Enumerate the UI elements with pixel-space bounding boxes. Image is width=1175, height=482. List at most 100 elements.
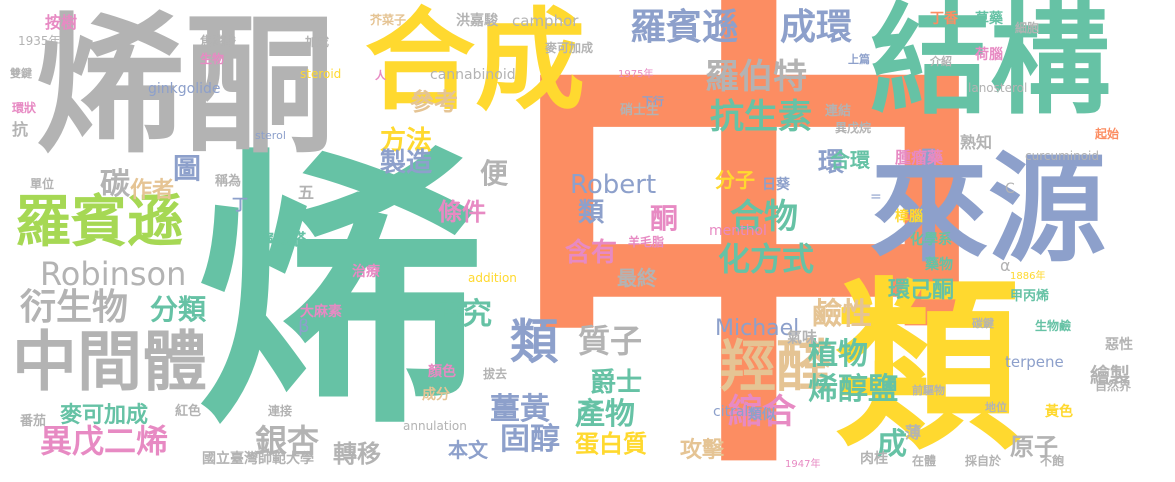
- word-baqu: 拔去: [483, 367, 508, 381]
- word-yang: 羊毛脂: [628, 235, 665, 249]
- word-guchun: 固醇: [500, 422, 560, 457]
- word-xitong: 烯酮: [35, 0, 336, 174]
- word-hongjiajun: 洪嘉駿: [456, 13, 498, 29]
- word-qiwei: 氣味: [787, 328, 818, 346]
- word-zhiwu: 植物: [808, 337, 868, 372]
- word-ding: 丁: [232, 195, 249, 214]
- word-hanyou: 含有: [565, 238, 618, 268]
- word-shanglian: 上篇: [848, 53, 870, 66]
- word-fenlei2: 類似: [748, 407, 776, 423]
- word-luobote: 羅伯特: [705, 57, 807, 97]
- word-ezhi: 惡性: [1105, 337, 1133, 353]
- word-terpene: terpene: [1005, 353, 1064, 371]
- word-fenlei: 分類: [150, 293, 207, 326]
- word-shukong: 熟知: [960, 133, 993, 152]
- word-yinxing: 銀杏: [255, 422, 320, 460]
- word-anshu: 按樹: [45, 13, 78, 32]
- word-xichunyan: 烯醇鹽: [808, 372, 898, 407]
- word-fanqie: 番茄: [20, 414, 47, 429]
- word-wu: 五: [298, 183, 315, 202]
- word-chengfen: 成分: [422, 387, 450, 403]
- word-huanzhuang: 環狀: [12, 101, 37, 115]
- word-shuangjian: 雙鍵: [10, 67, 32, 80]
- word-qishi: 起始: [1095, 127, 1120, 141]
- word-ginkgolide: ginkgolide: [148, 81, 221, 97]
- word-hehuan: 合環: [830, 148, 870, 172]
- word-lanosterol: lanosterol: [968, 81, 1028, 95]
- word-tan: 碳: [100, 167, 130, 202]
- word-hewu: 合物: [730, 197, 798, 237]
- word-danwei: 單位: [30, 177, 55, 191]
- word-kang: 抗: [12, 120, 29, 139]
- word-sterol: sterol: [255, 129, 286, 142]
- word-yanjiu: 研究: [432, 297, 492, 332]
- word-juesi: 爵士: [590, 368, 643, 398]
- word-shengwujian: 生物鹼: [1035, 319, 1072, 333]
- word-chenghuan: 成環: [780, 7, 853, 48]
- word-xi-big: 烯: [195, 126, 485, 463]
- word-eq: =: [870, 189, 882, 205]
- word-curcuminoid: curcuminoid: [1025, 149, 1099, 163]
- word-buge: 不飽: [1040, 454, 1065, 468]
- word-bo: 薄: [905, 423, 922, 442]
- word-zhong: 中: [500, 0, 1000, 482]
- word-zhangnao: 樟腦: [895, 209, 923, 225]
- word-luobinxun-1: 羅賓遜: [15, 190, 183, 255]
- word-xiaxing: 下行: [642, 95, 664, 108]
- word-zhizi: 質子: [578, 322, 643, 360]
- word-chanwu: 產物: [575, 397, 635, 432]
- word-huanjitong: 環己酮: [888, 278, 955, 303]
- word-lianjie2: 連結: [825, 104, 852, 119]
- word-jiecaizi: 芥菜子: [370, 13, 407, 27]
- word-citral: citral: [713, 404, 749, 420]
- word-dingwei: 地位: [985, 401, 1007, 414]
- word-beta: β: [298, 316, 310, 337]
- word-jianxing: 鹼性: [812, 297, 872, 332]
- word-ren: 人: [375, 69, 386, 82]
- word-qianquti: 前驅物: [912, 384, 945, 397]
- word-jingquan: 羥醛: [720, 335, 832, 400]
- word-shengwu: 生物: [200, 52, 225, 66]
- word-ningmeng: 檸檬醛: [258, 230, 307, 249]
- word-jiaolin: 焦磷酸: [200, 34, 237, 48]
- word-jiacheng: 加成: [305, 35, 330, 49]
- word-kangshengsu: 抗生素: [710, 97, 812, 137]
- word-robinson-1: Robinson: [40, 255, 187, 293]
- word-zuizhong: 最終: [617, 266, 657, 290]
- word-cannabinoid: cannabinoid: [430, 67, 516, 83]
- word-hongse: 紅色: [175, 404, 202, 419]
- word-canli: 參考: [410, 88, 458, 116]
- word-ziranjie: 自然界: [1095, 379, 1132, 393]
- word-camphor: camphor: [512, 12, 579, 30]
- word-benwen: 本文: [448, 438, 488, 462]
- word-steroid: steroid: [300, 67, 342, 81]
- word-maiketjia: 麥可加成: [545, 41, 594, 55]
- word-luobinxun-2: 羅賓遜: [630, 7, 739, 48]
- word-huizhi: 繪製: [1090, 363, 1130, 387]
- word-helan: 荷腦: [975, 47, 1003, 63]
- word-xibao: 細胞: [1015, 21, 1040, 35]
- word-danbaizhi: 蛋白質: [575, 430, 647, 458]
- word-zhiliao: 治療: [352, 264, 380, 280]
- word-dama: 大麻素: [300, 304, 342, 320]
- word-suohe: 縮合: [728, 392, 796, 432]
- word-kuri: 日葵: [762, 177, 790, 193]
- word-lei-mid: 類: [510, 314, 559, 370]
- word-maike: 麥可加成: [60, 403, 149, 428]
- word-dingxiang: 丁香: [930, 11, 958, 27]
- word-c-dot: C: [1005, 181, 1015, 197]
- word-hecheng: 合成: [365, 0, 585, 125]
- word-gongji: 攻擊: [680, 438, 725, 463]
- word-menthol: menthol: [709, 223, 767, 239]
- word-zhongjianti: 中間體: [12, 325, 208, 400]
- word-annulation: annulation: [403, 419, 467, 433]
- word-huafangshi: 化方式: [718, 240, 815, 278]
- word-huangse: 黃色: [1045, 404, 1073, 420]
- word-1935: 1935年: [18, 34, 61, 48]
- word-jieshao: 介紹: [930, 55, 952, 68]
- word-chengwei: 稱為: [215, 174, 242, 189]
- word-michael: Michael: [715, 316, 800, 341]
- word-tiaojian: 條件: [438, 198, 486, 226]
- word-fangfa: 方法: [380, 126, 433, 156]
- word-1886: 1886年: [1010, 271, 1046, 282]
